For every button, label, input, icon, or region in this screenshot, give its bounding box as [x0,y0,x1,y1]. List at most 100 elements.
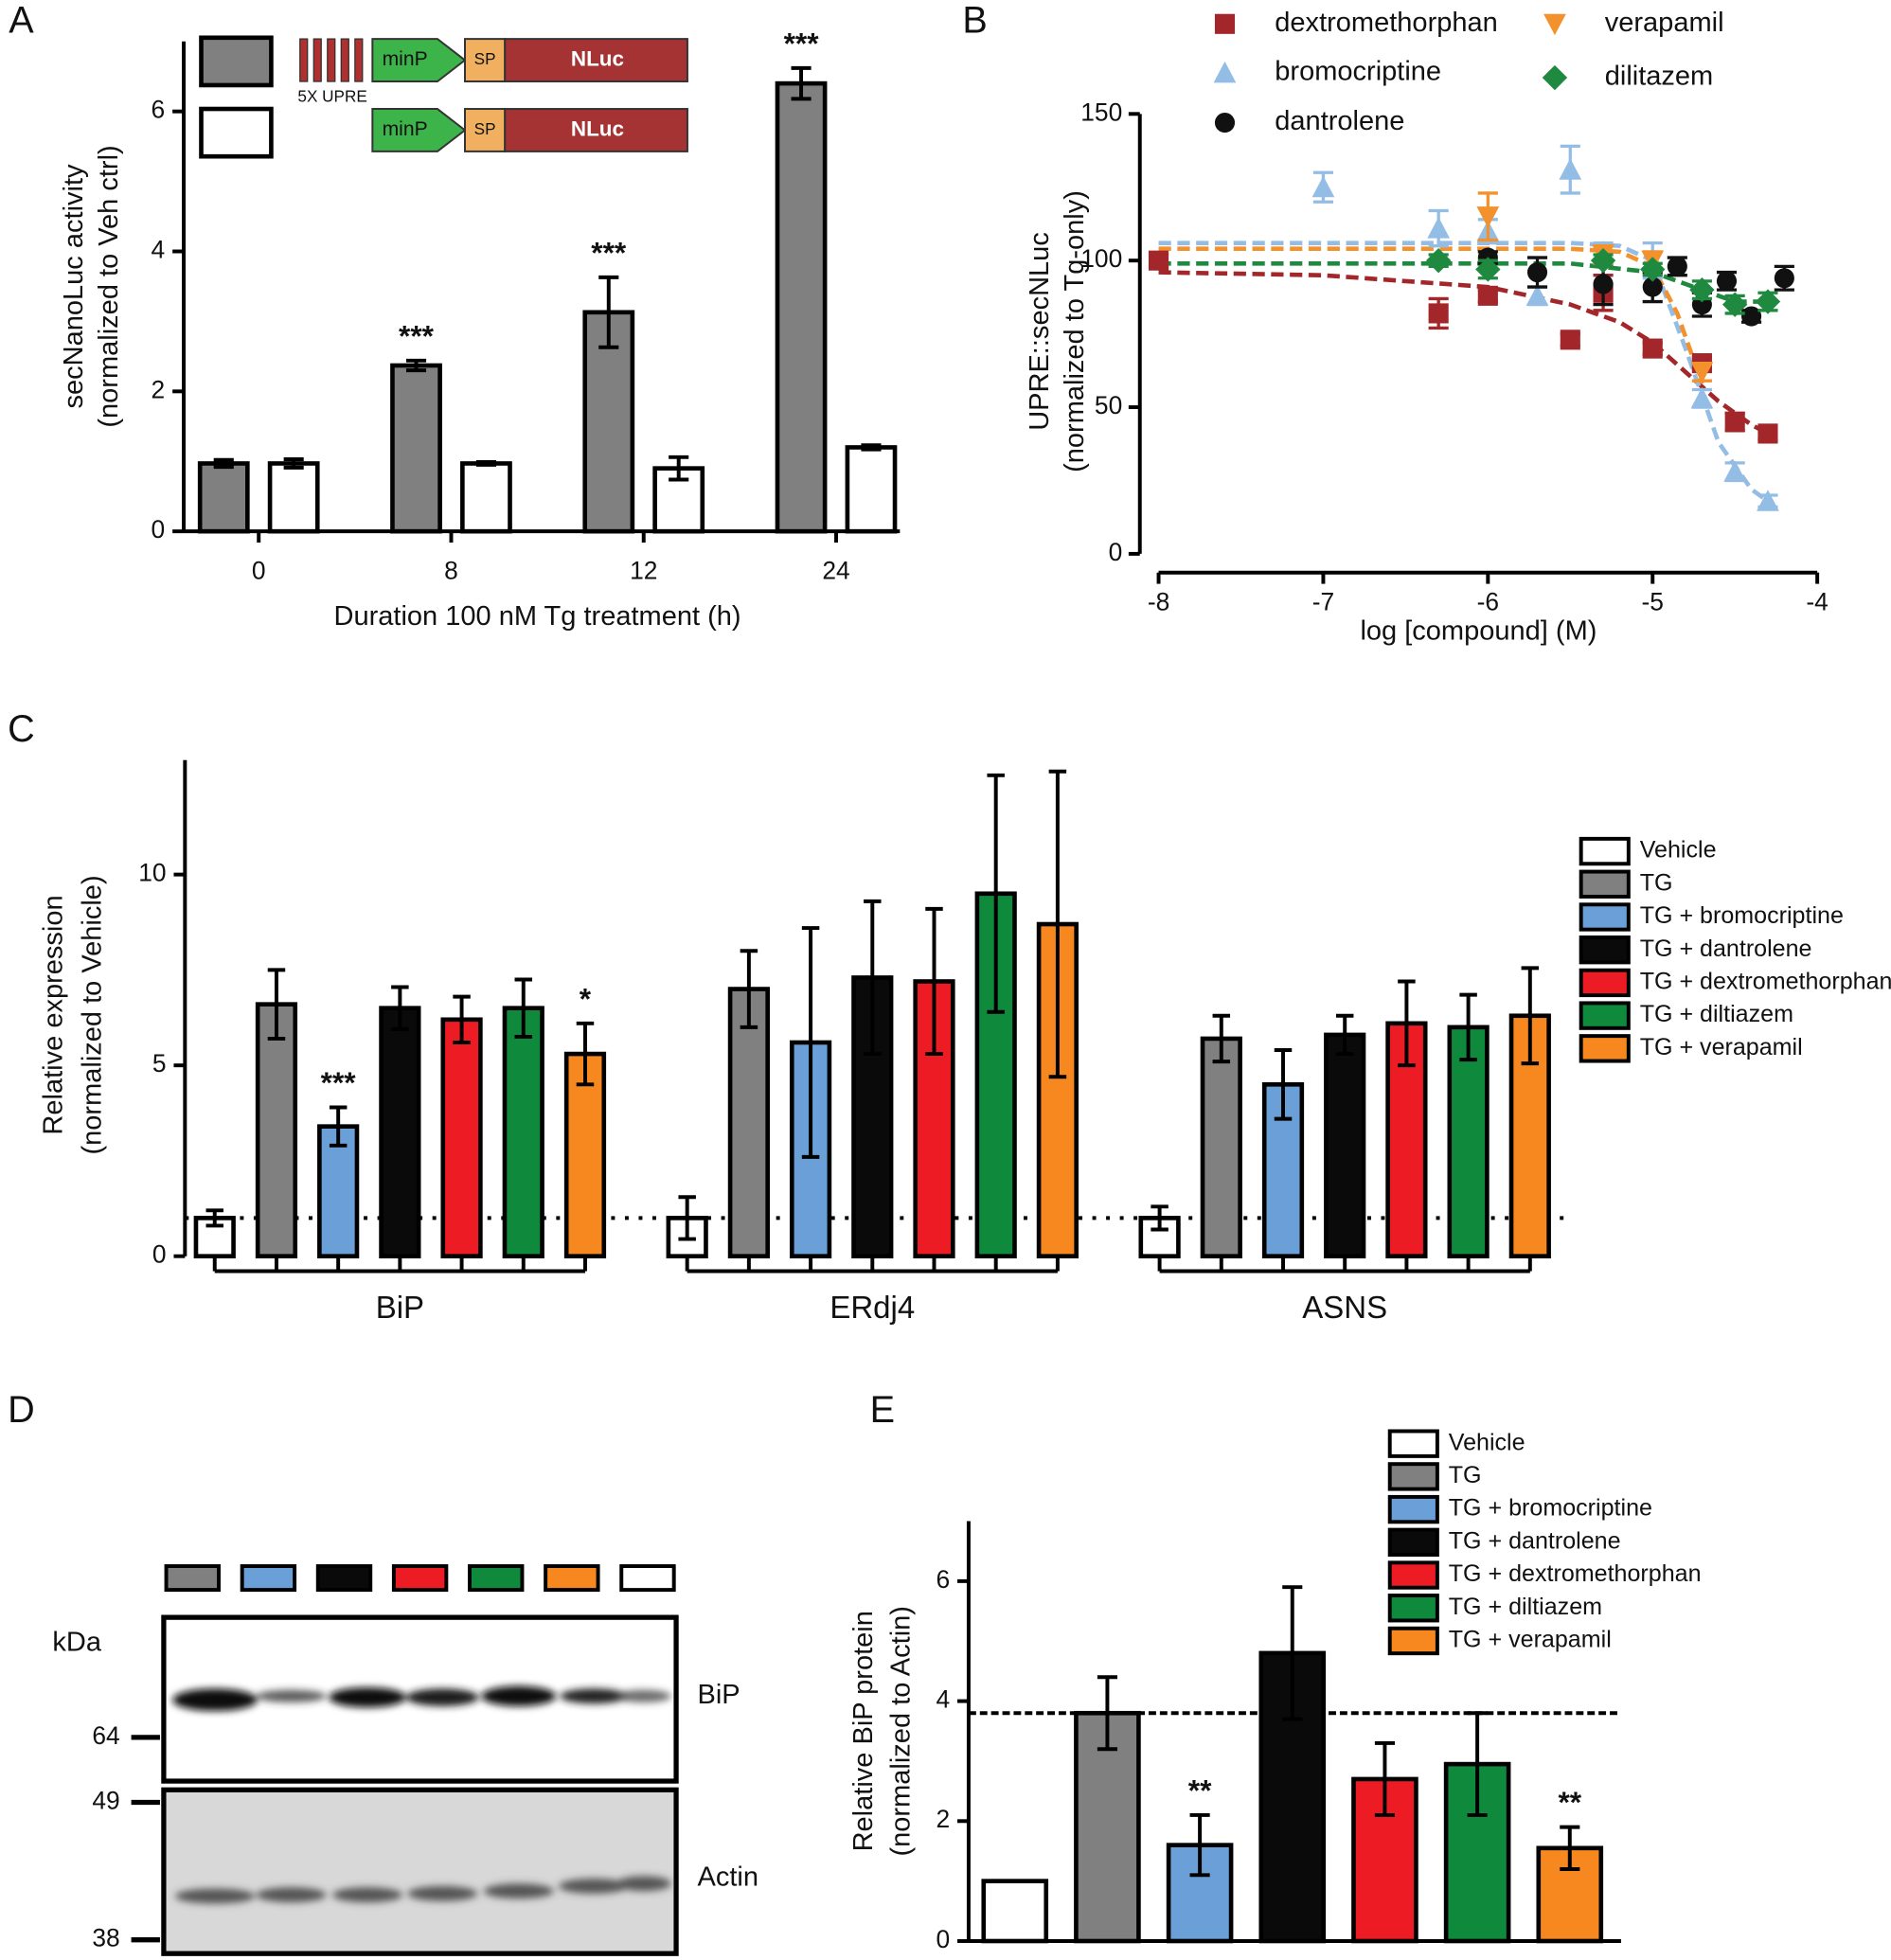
significance-label: *** [399,318,435,352]
y-tick-label: 100 [1080,244,1122,273]
lane-swatch [315,1564,373,1593]
x-tick-label: -8 [1148,588,1169,616]
bar [267,461,320,534]
data-point [1311,175,1335,198]
data-point [1428,303,1449,324]
significance-label: *** [321,1065,357,1099]
x-tick-label: 12 [630,557,657,585]
data-point [1716,271,1738,292]
legend-marker [1214,13,1236,34]
legend-label: TG [1640,869,1673,896]
legend-swatch [1387,1494,1439,1524]
bar [1074,1710,1141,1944]
upre-repeat [312,38,322,82]
data-point [1722,292,1748,317]
band [615,1876,671,1892]
x-axis-label: Duration 100 nM Tg treatment (h) [334,601,741,632]
data-point [1755,289,1781,314]
legend-label: verapamil [1605,8,1724,38]
y-tick-label: 50 [1095,391,1122,419]
legend-swatch [199,106,274,159]
size-marker: 64 [92,1721,119,1750]
y-tick-label: 5 [152,1049,167,1078]
y-axis-label: Relative expression [39,895,69,1134]
construct-label: NLuc [571,116,624,140]
bar [390,363,442,534]
legend-label: dextromethorphan [1275,8,1498,38]
data-point [1560,330,1580,350]
y-axis-label: (normalized to Veh ctrl) [94,145,124,427]
bar [379,1006,421,1259]
y-tick-label: 10 [138,859,166,887]
data-point [1690,362,1714,383]
y-axis-label: (normalized to Actin) [886,1606,917,1856]
legend-swatch [1387,1429,1439,1458]
x-tick-label: ERdj4 [830,1290,915,1325]
legend-label: Vehicle [1449,1429,1525,1455]
y-axis-label: (normalized to Tg-only) [1060,190,1090,472]
x-tick-label: 8 [444,557,458,585]
lane-swatch [391,1564,449,1593]
construct-label: NLuc [571,46,624,70]
data-point [1425,247,1452,274]
legend-swatch [1387,1462,1439,1491]
data-point [1593,274,1614,294]
data-point [1757,423,1778,444]
legend-label: TG + verapamil [1640,1034,1803,1060]
legend-label: bromocriptine [1275,56,1441,86]
data-point [1667,256,1687,276]
x-tick-label: -6 [1477,588,1499,616]
x-tick-label: 24 [822,557,849,585]
data-point [1526,262,1548,283]
band [560,1688,628,1704]
construct-label: SP [474,49,496,68]
bar [255,1002,298,1259]
legend-swatch [1387,1560,1439,1590]
y-axis-label: UPRE::secNLuc [1025,232,1055,431]
fit-curve [1158,241,1770,504]
data-point [1741,306,1762,327]
lane-swatch [240,1564,297,1593]
upre-repeat [340,38,349,82]
data-point [1475,257,1501,282]
legend-label: TG + verapamil [1449,1627,1612,1653]
band [256,1689,327,1702]
significance-label: *** [591,235,627,269]
x-tick-label: 0 [252,557,266,585]
promoter [371,38,467,82]
band-label: BiP [698,1680,740,1710]
data-point [1642,338,1663,359]
y-tick-label: 2 [936,1805,950,1833]
band [256,1887,327,1903]
legend-swatch [1387,1594,1439,1623]
construct-label: SP [474,119,496,138]
bar [197,461,250,534]
band-label: Actin [698,1862,759,1893]
size-marker: 49 [92,1786,119,1814]
unit-label: kDa [52,1628,101,1658]
promoter [371,108,467,152]
bar [775,80,828,534]
y-tick-label: 0 [152,1240,167,1269]
bar [502,1006,544,1259]
band [407,1885,478,1901]
reporter [504,108,688,152]
legend-marker [1213,61,1237,83]
lane-swatch [164,1564,221,1593]
construct-label: minP [383,48,428,70]
legend-label: dilitazem [1605,62,1714,92]
legend-swatch [1579,1034,1631,1063]
legend-swatch [1579,968,1631,998]
bar [1166,1843,1234,1944]
size-marker: 38 [92,1924,119,1952]
legend-label: TG + bromocriptine [1640,902,1844,929]
x-tick-label: -5 [1642,588,1664,616]
y-axis-label: secNanoLuc activity [59,164,89,409]
data-point [1427,217,1451,239]
y-tick-label: 4 [152,235,166,263]
band [332,1887,403,1903]
legend-marker [1214,112,1236,134]
significance-label: *** [784,26,820,60]
lane-swatch [468,1564,525,1593]
data-point [1525,284,1549,306]
